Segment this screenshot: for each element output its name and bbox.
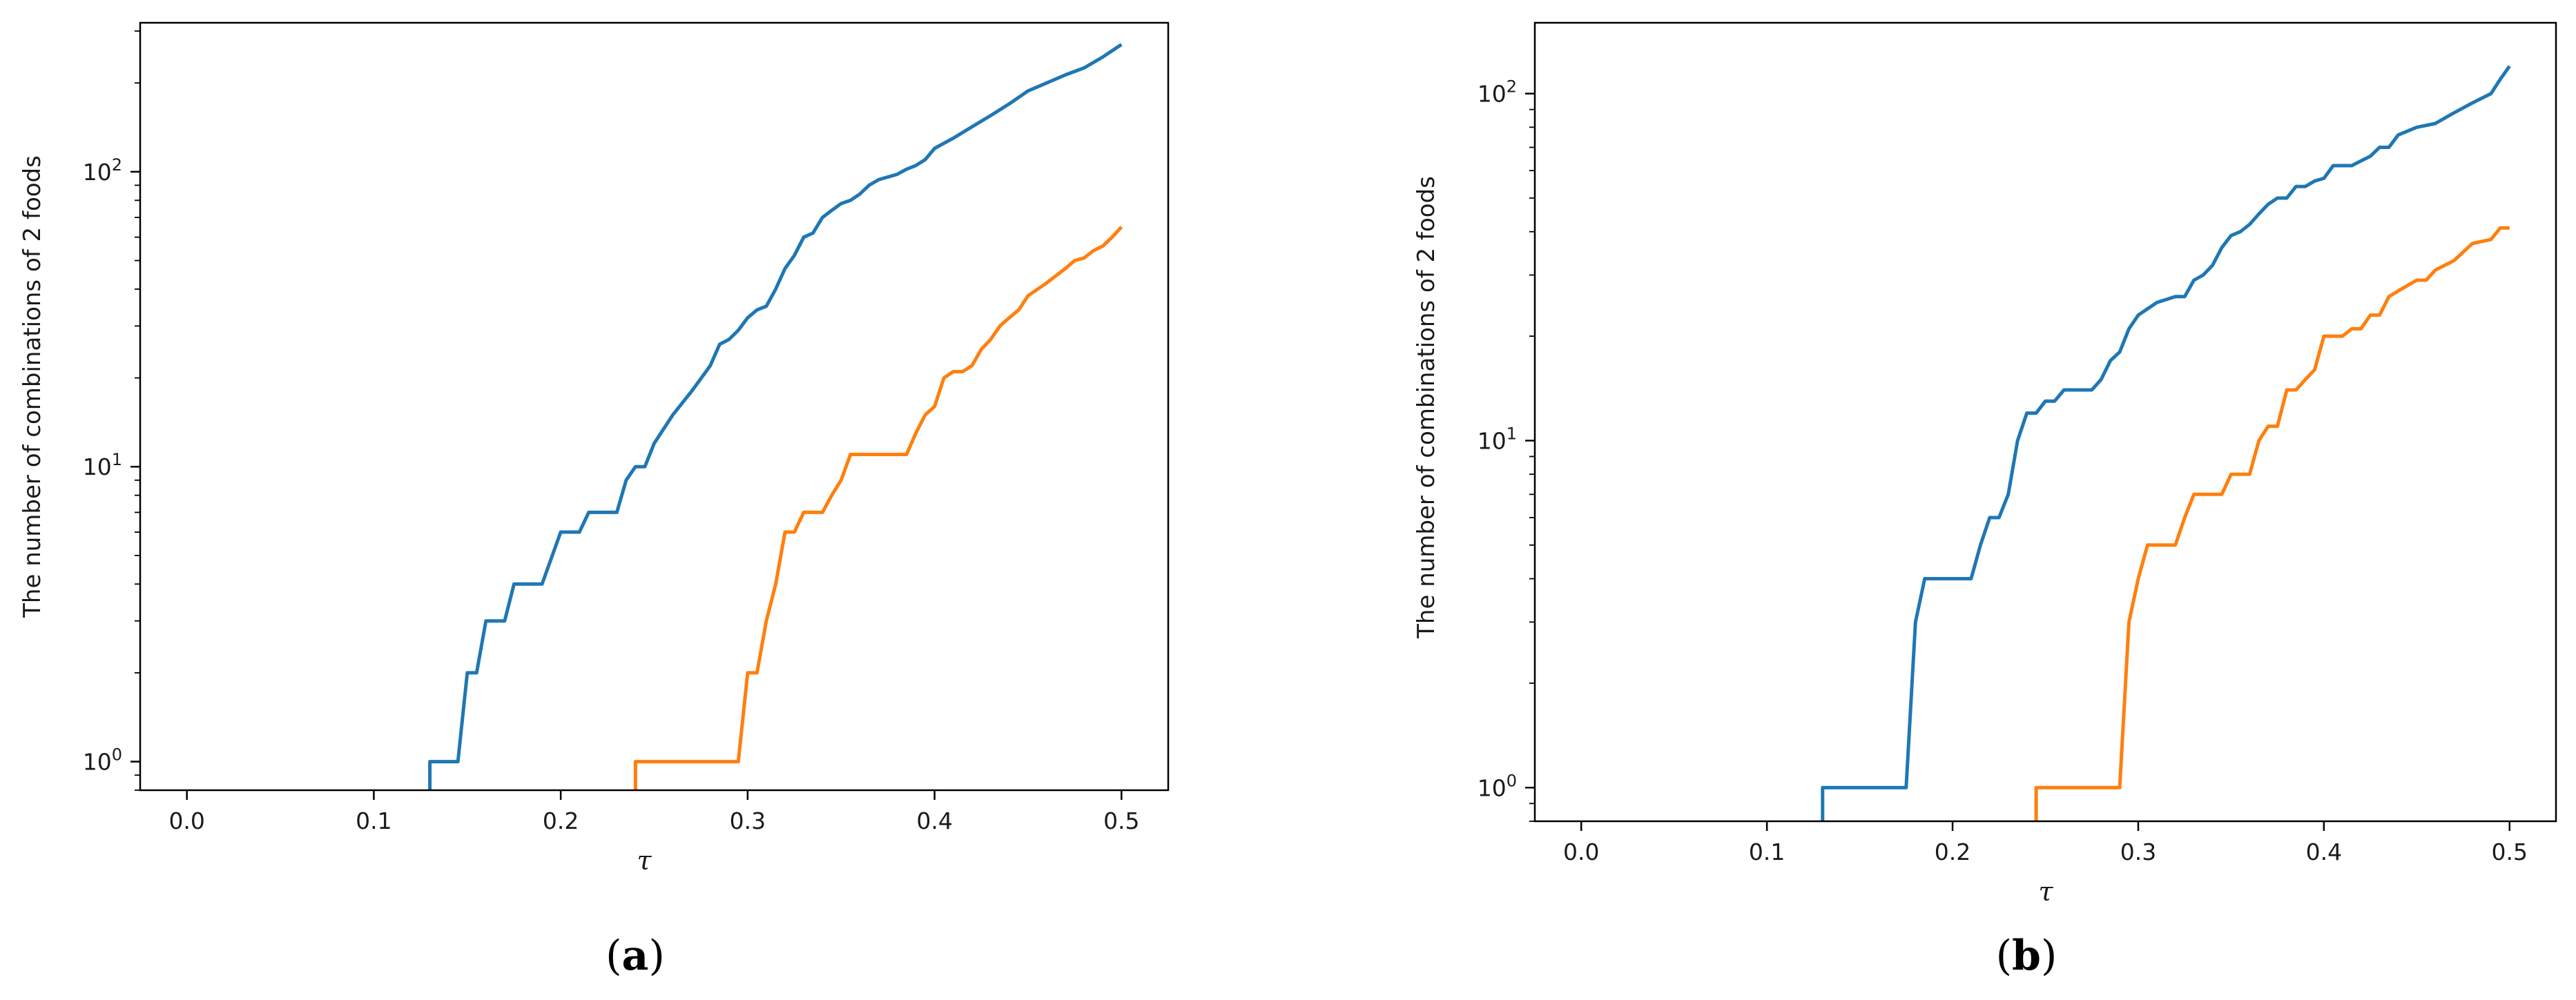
y-tick-label: 101 xyxy=(1478,424,1517,454)
x-tick-label: 0.3 xyxy=(2120,839,2156,865)
y-axis-label: The number of combinations of 2 foods xyxy=(1413,176,1440,639)
panel-caption: (a) xyxy=(606,932,665,980)
plot-area: 0.0 0.1 0.2 0.3 0.4 0.5 100 101 102 xyxy=(1478,21,2557,865)
x-tick-label: 0.0 xyxy=(1563,839,1599,865)
panel-a: The number of combinations of 2 foods 0.… xyxy=(19,21,1170,980)
x-tick-label: 0.4 xyxy=(916,807,952,834)
series-line-2 xyxy=(633,226,1123,790)
panel-b: The number of combinations of 2 foods 0.… xyxy=(1413,21,2557,980)
series-line-1 xyxy=(428,43,1123,790)
x-axis-label: τ xyxy=(637,845,652,876)
axes-frame xyxy=(139,21,1170,792)
y-tick-label: 100 xyxy=(83,745,122,776)
x-axis-label: τ xyxy=(2038,876,2053,907)
y-tick-label: 102 xyxy=(83,155,122,186)
x-tick-label: 0.0 xyxy=(168,807,204,834)
y-tick-label: 102 xyxy=(1478,77,1517,108)
x-tick-label: 0.3 xyxy=(730,807,766,834)
x-tick-label: 0.1 xyxy=(1749,839,1785,865)
x-tick-label: 0.5 xyxy=(1103,807,1139,834)
y-axis-label: The number of combinations of 2 foods xyxy=(19,155,46,618)
x-tick-label: 0.2 xyxy=(1935,839,1970,865)
series-line-2 xyxy=(2034,226,2510,821)
axes-frame xyxy=(1533,21,2557,823)
y-tick-label: 100 xyxy=(1478,771,1517,801)
series-line-1 xyxy=(1821,65,2511,821)
x-tick-label: 0.1 xyxy=(356,807,391,834)
plot-area: 0.0 0.1 0.2 0.3 0.4 0.5 100 101 102 xyxy=(83,21,1170,834)
y-tick-label: 101 xyxy=(83,450,122,480)
x-tick-label: 0.2 xyxy=(543,807,579,834)
x-tick-label: 0.4 xyxy=(2306,839,2342,865)
panel-caption: (b) xyxy=(1996,932,2057,980)
x-tick-label: 0.5 xyxy=(2492,839,2528,865)
